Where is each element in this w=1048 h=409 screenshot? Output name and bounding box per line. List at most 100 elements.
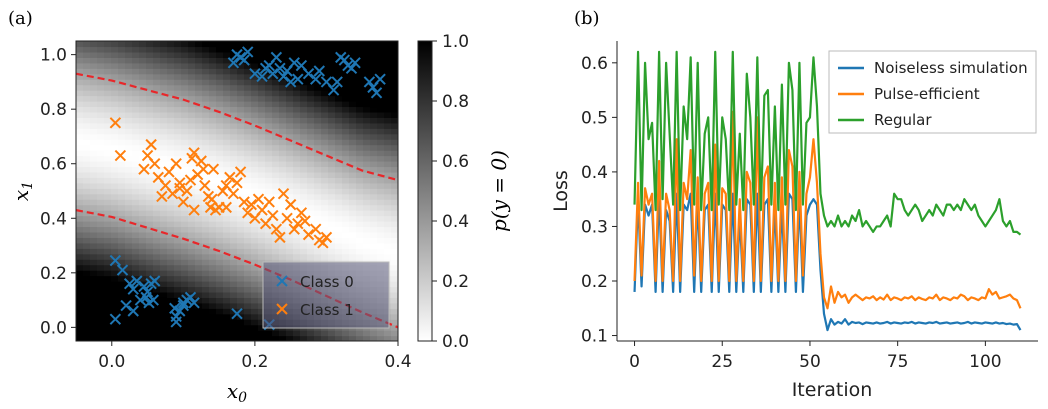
decision-boundary-line (76, 209, 398, 329)
scatter-point (284, 198, 297, 211)
y-tick-label: 0.2 (40, 264, 67, 284)
decision-boundary-line (76, 72, 398, 182)
panel-b-ticks: 0 25 50 75 100 0.1 0.2 0.3 0.4 0.5 0.6 (581, 54, 1002, 372)
scatter-point (242, 207, 254, 219)
scatter-point (302, 68, 315, 80)
scatter-point (245, 198, 258, 211)
scatter-point (114, 149, 127, 162)
x-tick-label: 0 (629, 352, 640, 372)
scatter-point (174, 182, 186, 194)
scatter-point (374, 73, 386, 85)
scatter-point (345, 62, 358, 74)
colorbar-tick-label: 0.8 (442, 92, 469, 112)
scatter-point (188, 297, 200, 309)
scatter-point (281, 212, 293, 224)
scatter-point (170, 158, 182, 170)
legend-label: Regular (874, 111, 932, 129)
scatter-point (166, 188, 179, 200)
x-tick-label: 100 (969, 352, 1001, 372)
panel-a-xlabel: x0 (227, 379, 247, 406)
scatter-point (277, 188, 290, 200)
scatter-point (216, 185, 229, 197)
x-tick-label: 0.4 (384, 352, 411, 372)
scatter-point (274, 62, 286, 74)
scatter-point (270, 51, 283, 64)
scatter-points (109, 46, 386, 331)
scatter-point (149, 275, 161, 287)
panel-b-ylabel: Loss (550, 170, 572, 212)
scatter-point (320, 231, 333, 244)
y-tick-label: 0.1 (581, 327, 608, 347)
decision-boundaries (76, 72, 398, 329)
colorbar-label: p(y = 0) (487, 150, 511, 232)
y-tick-label: 0.4 (40, 209, 67, 229)
scatter-point (156, 190, 168, 203)
legend-marker (276, 275, 288, 287)
x-tick-label: 50 (799, 352, 821, 372)
colorbar-tick-label: 0.2 (442, 272, 469, 292)
scatter-point (231, 177, 243, 189)
y-tick-label: 0.5 (581, 108, 608, 128)
scatter-point (227, 188, 240, 200)
panel-b-xlabel: Iteration (792, 379, 873, 401)
scatter-point (138, 163, 150, 175)
scatter-point (116, 264, 129, 276)
scatter-point (267, 209, 279, 222)
x-tick-label: 0.0 (98, 352, 125, 372)
scatter-point (292, 218, 304, 230)
scatter-point (267, 68, 279, 80)
scatter-point (195, 155, 207, 167)
panel-a-ylabel: x1 (9, 181, 36, 201)
scatter-point (199, 179, 211, 192)
scatter-point (177, 299, 190, 312)
scatter-point (207, 163, 220, 175)
scatter-point (252, 193, 265, 205)
scatter-point (295, 207, 308, 219)
loss-lines (633, 50, 1022, 332)
scatter-point (169, 302, 181, 314)
scatter-point (263, 196, 275, 208)
scatter-point (123, 278, 136, 290)
scatter-point (370, 87, 383, 99)
scatter-point (313, 65, 325, 77)
x-tick-label: 25 (711, 352, 733, 372)
y-tick-label: 0.3 (581, 217, 608, 237)
panel-b-label: (b) (574, 8, 600, 29)
panel-a-frame (75, 40, 399, 342)
scatter-point (147, 294, 159, 306)
scatter-point (231, 308, 243, 320)
scatter-point (224, 171, 236, 184)
scatter-point (331, 76, 343, 88)
colorbar-ticks: 0.0 0.2 0.4 0.6 0.8 1.0 (432, 32, 469, 352)
scatter-point (149, 158, 161, 170)
colorbar (417, 40, 433, 342)
scatter-point (127, 283, 139, 295)
scatter-point (363, 76, 376, 88)
probability-heatmap (76, 41, 398, 341)
scatter-point (145, 138, 157, 151)
legend-marker (276, 303, 288, 315)
scatter-point (109, 254, 122, 267)
x-tick-label: 0.2 (241, 352, 268, 372)
scatter-point (238, 54, 250, 66)
panel-a-label: (a) (8, 8, 33, 29)
series-line (633, 50, 1022, 236)
panel-a-ticks: 0.0 0.2 0.4 0.0 0.2 0.4 0.6 0.8 1.0 (40, 46, 412, 372)
scatter-point (138, 280, 150, 293)
x-tick-label: 75 (887, 352, 909, 372)
scatter-point (109, 313, 122, 325)
scatter-point (288, 57, 300, 69)
scatter-point (310, 223, 322, 235)
scatter-point (310, 73, 322, 85)
scatter-point (242, 46, 254, 58)
scatter-point (220, 201, 232, 214)
scatter-point (120, 299, 132, 312)
legend-label: Class 0 (300, 273, 354, 291)
scatter-point (177, 196, 190, 208)
scatter-point (181, 185, 193, 197)
y-tick-label: 0.6 (40, 155, 67, 175)
scatter-point (227, 57, 240, 69)
y-tick-label: 0.2 (581, 272, 608, 292)
scatter-point (299, 215, 311, 227)
